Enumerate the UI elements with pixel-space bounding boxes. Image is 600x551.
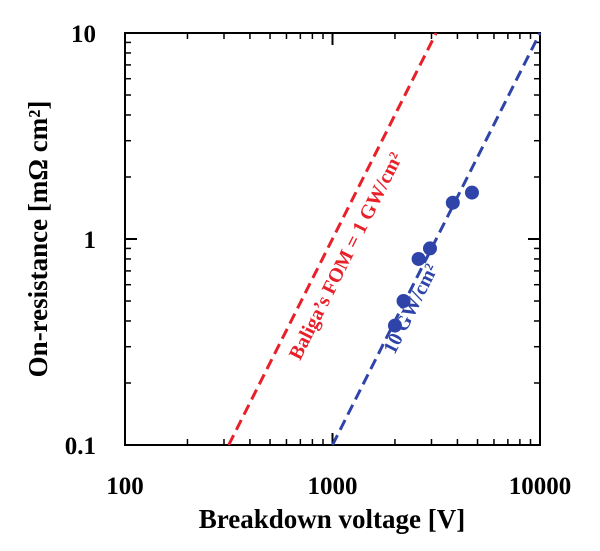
minor-ticks bbox=[125, 33, 540, 445]
reference-line-label: 10 GW/cm² bbox=[379, 260, 443, 357]
reference-line bbox=[331, 32, 542, 446]
x-tick-labels: 100 1000 10000 bbox=[106, 473, 571, 500]
x-tick-label: 10000 bbox=[509, 473, 572, 500]
data-points bbox=[387, 185, 479, 333]
y-axis-title: On-resistance [mΩ cm²] bbox=[23, 101, 53, 378]
reference-lines bbox=[227, 32, 542, 446]
y-tick-label: 1 bbox=[84, 227, 97, 254]
x-axis-title: Breakdown voltage [V] bbox=[199, 504, 466, 534]
y-tick-labels: 0.1 1 10 bbox=[65, 21, 96, 460]
data-point bbox=[396, 294, 411, 309]
data-point bbox=[422, 241, 437, 256]
data-point bbox=[387, 318, 402, 333]
data-point bbox=[445, 195, 460, 210]
x-tick-label: 100 bbox=[106, 473, 144, 500]
reference-line bbox=[227, 32, 438, 446]
y-tick-label: 10 bbox=[71, 21, 96, 48]
y-tick-label: 0.1 bbox=[65, 433, 96, 460]
major-ticks bbox=[124, 32, 541, 446]
data-point bbox=[464, 185, 479, 200]
x-tick-label: 1000 bbox=[308, 473, 358, 500]
data-point bbox=[411, 251, 426, 266]
